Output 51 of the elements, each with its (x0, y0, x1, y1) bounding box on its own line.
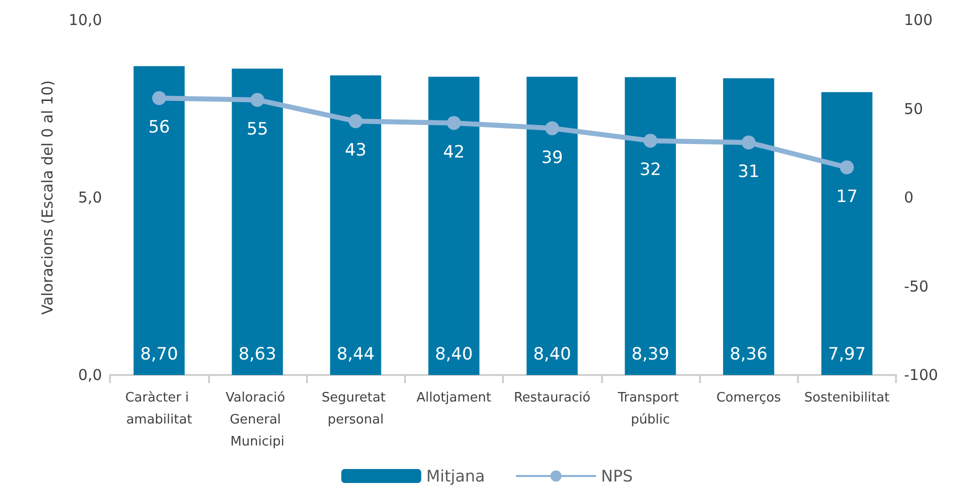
point (742, 135, 756, 150)
x-tick-label: Restauració (514, 390, 590, 406)
data-label: 17 (836, 186, 858, 207)
x-tick-label: Allotjament (416, 390, 492, 406)
data-label: 39 (541, 148, 563, 168)
data-label: 8,39 (631, 344, 670, 364)
point (348, 114, 363, 128)
x-tick-label: Caràcter i amabilitat (125, 390, 194, 428)
data-label: 31 (738, 162, 760, 182)
bar (723, 78, 774, 375)
y2-tick-label: 100 (904, 11, 933, 29)
point (152, 91, 166, 106)
x-tick-label: Sostenibilitat (804, 390, 890, 406)
bar (821, 92, 872, 375)
y2-tick-label: -100 (904, 366, 938, 384)
bar (134, 66, 185, 375)
data-label: 55 (246, 119, 268, 140)
bar (232, 68, 283, 375)
x-tick-label: Comerços (716, 390, 782, 406)
data-label: 42 (443, 142, 465, 162)
x-tick-label: Transport públic (616, 390, 683, 428)
data-label: 7,97 (828, 344, 866, 364)
y2-tick-label: 50 (904, 100, 924, 118)
y2-tick-label: -50 (904, 277, 928, 296)
data-label: 43 (344, 140, 366, 161)
data-label: 8,63 (238, 344, 276, 364)
data-label: 8,70 (140, 344, 178, 364)
point (250, 92, 264, 107)
data-label: 32 (640, 160, 662, 180)
y-axis-title: Valoracions (Escala del 0 al 10) (38, 80, 56, 315)
bar (526, 76, 578, 375)
data-label: 8,40 (533, 344, 572, 364)
y-tick-label: 0,0 (78, 366, 102, 384)
data-label: 8,44 (336, 344, 375, 364)
point (446, 116, 461, 130)
data-label: 8,36 (730, 344, 768, 364)
point (840, 160, 854, 174)
legend-label: NPS (600, 466, 633, 486)
point (643, 134, 658, 148)
bar (428, 76, 480, 375)
data-label: 8,40 (434, 344, 473, 364)
point (545, 121, 560, 136)
y-tick-label: 10,0 (68, 11, 102, 29)
y2-tick-label: 0 (904, 188, 914, 206)
legend-label: Mitjana (426, 466, 485, 486)
x-tick-label: Valoració General Municipi (226, 390, 290, 450)
x-tick-label: Seguretat personal (322, 390, 390, 428)
bar (330, 75, 382, 375)
y-tick-label: 5,0 (78, 188, 102, 206)
bar (624, 77, 676, 375)
data-label: 56 (148, 118, 170, 138)
